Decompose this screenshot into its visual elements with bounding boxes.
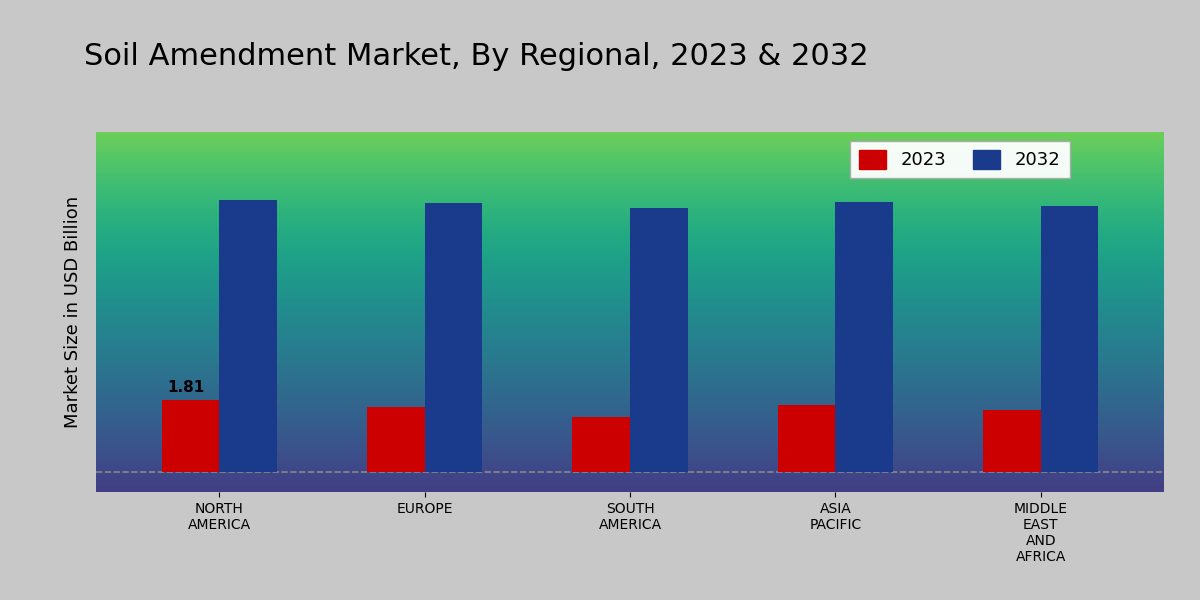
Bar [220,200,277,472]
Bar [162,400,220,472]
Text: 1.81: 1.81 [168,380,205,395]
Bar [983,410,1040,472]
Bar [572,417,630,472]
Bar [367,407,425,472]
Text: Soil Amendment Market, By Regional, 2023 & 2032: Soil Amendment Market, By Regional, 2023… [84,42,869,71]
Bar [1040,206,1098,472]
Bar [630,208,688,472]
Legend: 2023, 2032: 2023, 2032 [850,141,1069,178]
Bar [425,203,482,472]
Bar [835,202,893,472]
Bar [778,405,835,472]
Y-axis label: Market Size in USD Billion: Market Size in USD Billion [64,196,82,428]
